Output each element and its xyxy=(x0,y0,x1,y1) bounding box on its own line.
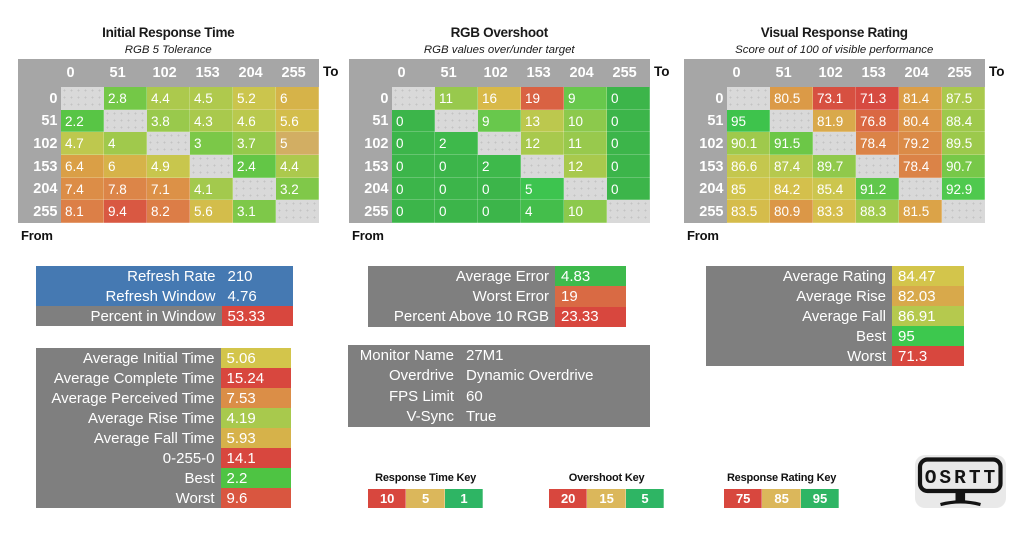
svg-text:OSRTT: OSRTT xyxy=(925,467,999,489)
